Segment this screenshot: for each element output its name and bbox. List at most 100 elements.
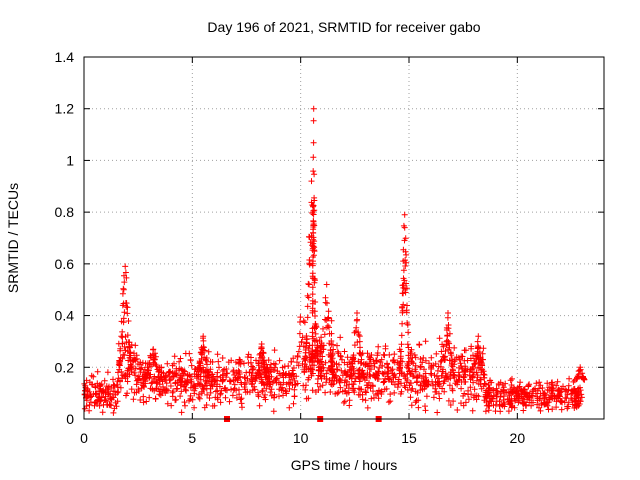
data-point <box>216 364 222 371</box>
data-point <box>323 324 330 331</box>
data-point <box>404 321 411 328</box>
data-point <box>461 357 468 364</box>
data-point <box>554 378 561 385</box>
data-point <box>435 363 442 370</box>
data-point <box>507 400 514 406</box>
data-point <box>96 381 103 388</box>
data-point <box>450 398 457 405</box>
data-point <box>391 351 398 358</box>
data-point <box>370 388 376 395</box>
data-point <box>271 364 278 371</box>
data-point <box>430 394 437 401</box>
data-point <box>153 385 160 392</box>
data-point <box>121 343 128 350</box>
data-point <box>176 358 183 365</box>
data-point <box>386 351 393 358</box>
x-axis-label: GPS time / hours <box>291 457 398 473</box>
data-point <box>334 366 341 373</box>
data-point <box>326 330 333 337</box>
data-point <box>447 402 454 408</box>
data-point <box>313 337 320 344</box>
data-point <box>222 394 229 401</box>
data-point <box>140 382 147 389</box>
data-point <box>402 263 409 269</box>
data-point <box>261 361 268 368</box>
data-point <box>117 347 124 354</box>
data-point <box>123 274 130 281</box>
data-point <box>379 370 386 377</box>
plot-frame <box>83 56 605 420</box>
data-point <box>397 364 403 371</box>
data-point <box>187 392 194 399</box>
data-point <box>137 397 144 403</box>
data-point <box>401 277 408 284</box>
data-point <box>548 388 555 395</box>
data-point <box>401 211 408 218</box>
data-point <box>151 373 158 380</box>
data-point <box>237 396 244 403</box>
data-point <box>188 378 195 385</box>
data-point <box>245 351 252 358</box>
data-point <box>135 376 142 383</box>
data-point <box>326 340 333 347</box>
data-point <box>177 382 184 389</box>
data-point <box>564 391 571 398</box>
data-point <box>533 380 540 387</box>
data-point <box>403 259 410 266</box>
data-point <box>364 350 371 357</box>
data-point <box>257 354 264 361</box>
data-point <box>183 387 190 394</box>
data-point <box>490 402 497 409</box>
data-point <box>162 390 169 396</box>
data-point <box>207 382 214 389</box>
data-point <box>305 349 312 356</box>
data-point <box>407 370 413 377</box>
data-point <box>308 372 315 379</box>
data-point <box>356 378 363 385</box>
data-point <box>124 332 131 339</box>
data-point <box>214 396 221 403</box>
data-point <box>497 390 504 397</box>
data-point <box>423 393 430 400</box>
data-point <box>166 368 173 375</box>
data-point <box>271 347 278 354</box>
data-point <box>276 357 283 364</box>
data-point <box>412 366 419 373</box>
data-point <box>243 369 250 376</box>
data-point <box>417 381 424 388</box>
data-point <box>465 396 472 403</box>
data-point <box>103 383 110 390</box>
data-point <box>520 407 527 414</box>
data-point <box>297 314 304 321</box>
data-point <box>103 398 110 405</box>
data-point <box>88 372 95 379</box>
data-point <box>398 388 405 395</box>
data-point <box>108 396 114 403</box>
data-point <box>224 370 231 377</box>
data-point <box>534 397 541 404</box>
data-point <box>462 347 469 354</box>
data-point <box>310 154 317 161</box>
data-point <box>462 399 469 406</box>
data-point <box>422 407 429 414</box>
data-point <box>359 396 366 403</box>
data-point <box>389 366 396 373</box>
data-point <box>312 330 319 337</box>
data-point <box>248 354 254 361</box>
data-point <box>357 350 364 357</box>
data-point <box>146 394 153 401</box>
data-point <box>339 388 346 395</box>
data-point <box>546 396 553 403</box>
data-point <box>314 344 321 351</box>
data-point <box>193 375 200 382</box>
data-point <box>178 409 185 416</box>
data-point <box>304 303 311 310</box>
data-point <box>421 379 428 385</box>
data-point <box>580 375 587 382</box>
data-point <box>562 386 569 393</box>
data-point <box>308 178 315 185</box>
data-point <box>264 372 271 379</box>
data-point <box>117 384 124 391</box>
data-point <box>282 387 289 394</box>
data-point <box>475 344 482 351</box>
